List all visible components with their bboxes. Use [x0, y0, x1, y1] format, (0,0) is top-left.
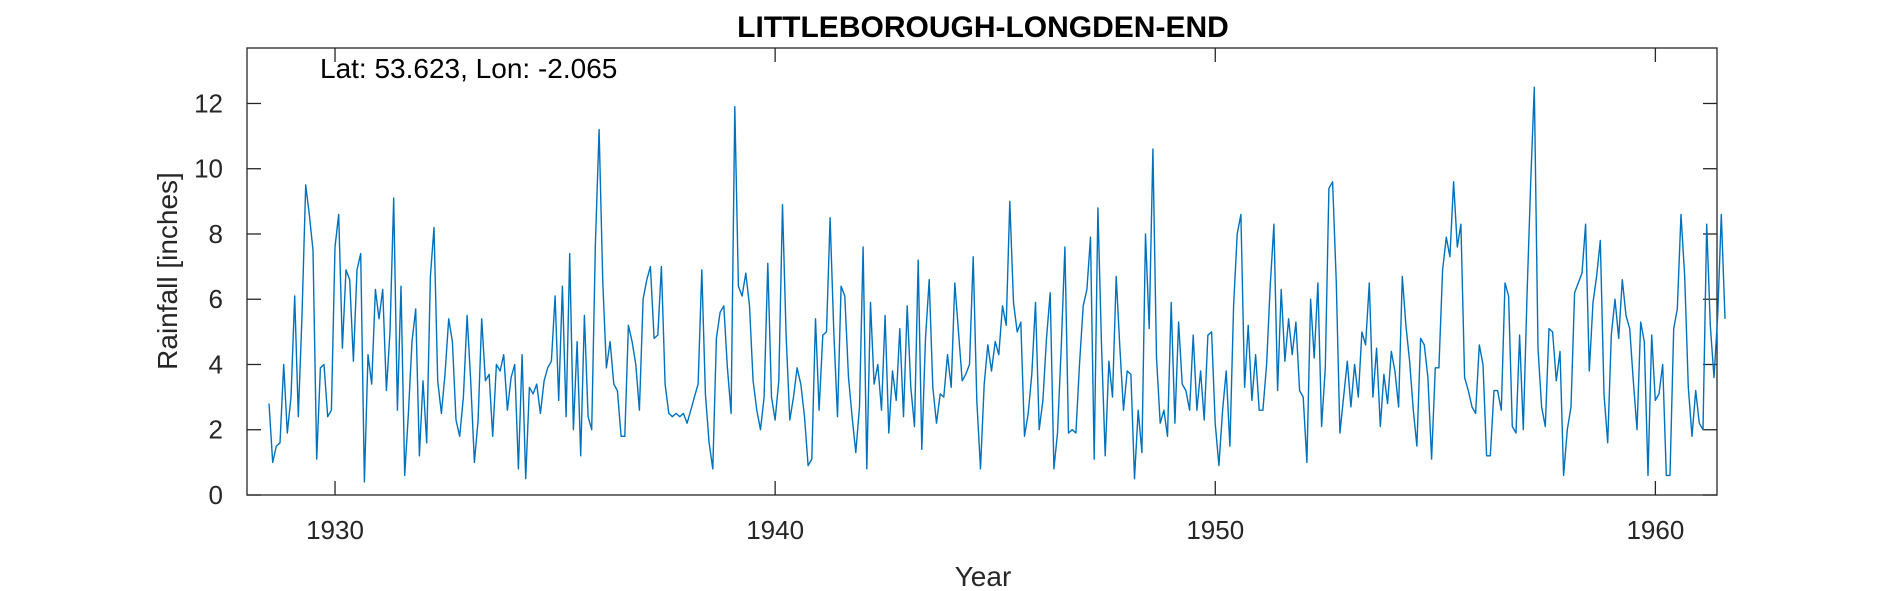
y-tick-label: 12	[194, 88, 223, 118]
series-group	[268, 86, 1726, 483]
axis-ticks: 0 2 4 6 8 10 12 1930 1940 1950 1960	[194, 48, 1717, 545]
y-tick-label: 2	[209, 415, 223, 445]
x-axis-label: Year	[955, 561, 1012, 591]
y-tick-label: 4	[209, 349, 223, 379]
y-tick-label: 6	[209, 284, 223, 314]
y-tick-label: 8	[209, 219, 223, 249]
y-tick-label: 0	[209, 480, 223, 510]
x-tick-label: 1960	[1626, 515, 1684, 545]
chart-title: LITTLEBOROUGH-LONGDEN-END	[737, 11, 1229, 44]
rainfall-series-line	[268, 86, 1726, 483]
x-tick-label: 1950	[1186, 515, 1244, 545]
x-tick-label: 1930	[306, 515, 364, 545]
plot-frame	[246, 47, 1718, 496]
coordinates-annotation: Lat: 53.623, Lon: -2.065	[320, 53, 617, 84]
y-tick-label: 10	[194, 154, 223, 184]
y-axis-label: Rainfall [inches]	[152, 172, 183, 370]
x-tick-label: 1940	[746, 515, 804, 545]
